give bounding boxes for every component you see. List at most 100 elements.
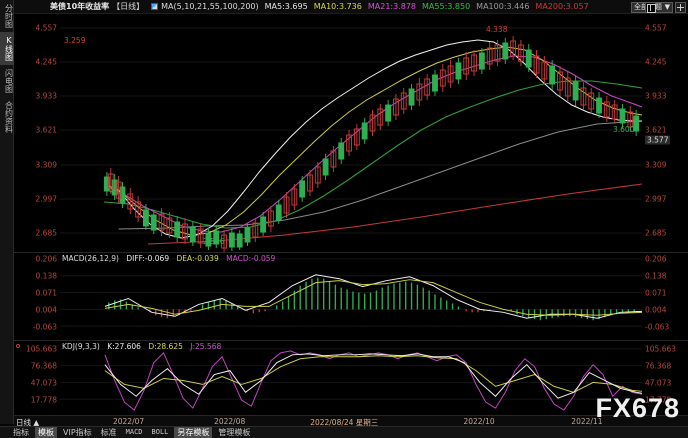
macd-tick-right: 0.004 (645, 305, 667, 315)
annotation-swing-low: 2.516 (203, 237, 225, 246)
price-tick-left: 2.685 (35, 228, 57, 238)
bottom-bar-item[interactable]: MACD (125, 428, 143, 436)
bottom-bar-item[interactable]: 管理模板 (218, 428, 251, 437)
ma10-value: MA10:3.736 (313, 1, 362, 11)
kdj-tick-right: 17.778 (645, 395, 672, 405)
price-current-tick: 3.577 (645, 135, 671, 145)
bottom-bar-item[interactable]: 指标 (13, 428, 29, 437)
kdj-title: KDJ(9,3,3) (62, 342, 100, 351)
ma-parameters-label: MA(5,10,21,55,100,200) (161, 1, 259, 11)
price-tick-right: 4.245 (645, 57, 667, 67)
bottom-bar-item[interactable]: 标准 (100, 428, 117, 437)
bottom-bar-item[interactable]: 模板 (35, 427, 57, 438)
kdj-pane[interactable]: 105.663 76.368 47.073 17.778 105.663 76.368 4… (14, 340, 688, 415)
sidebar-item-contract-info[interactable]: 合约资料 (4, 101, 14, 133)
pane-layout-3-icon[interactable] (645, 1, 656, 13)
kdj-axis-left: 105.663 76.368 47.073 17.778 (14, 341, 60, 415)
price-tick-right: 3.621 (645, 125, 667, 135)
kdj-plot-area[interactable] (60, 341, 642, 415)
chevron-down-icon: ▼ (664, 3, 670, 11)
time-axis-current-label: 2022/08/24 星期三 (310, 418, 379, 427)
price-tick-left: 3.309 (35, 160, 57, 170)
price-tick-right: 2.997 (645, 194, 667, 204)
chart-header-legend: 美债10年收益率 【日线】 MA(5,10,21,55,100,200) MA5… (14, 0, 688, 14)
price-tick-right: 3.309 (645, 160, 667, 170)
macd-tick-left: 0.004 (35, 305, 57, 315)
ma55-value: MA55:3.850 (422, 1, 471, 11)
annotation-last-close: 3.600 (613, 125, 635, 134)
price-chart-pane[interactable]: 4.557 4.245 3.933 3.621 3.309 2.997 2.685 4.55… (14, 14, 688, 252)
ma-indicator-icon[interactable] (151, 3, 159, 10)
macd-title: MACD(26,12,9) (62, 254, 119, 263)
macd-tick-right: 0.071 (645, 288, 667, 298)
macd-hist-value: MACD:-0.059 (226, 254, 276, 263)
timeframe-selector[interactable]: 日线 ▲ (16, 418, 40, 427)
price-tick-right: 3.933 (645, 91, 667, 101)
macd-tick-left: 0.071 (35, 288, 57, 298)
ma200-value: MA200:3.057 (535, 1, 589, 11)
time-axis-label: 2022/07 (112, 417, 145, 426)
macd-tick-left: 0.206 (35, 254, 57, 264)
bottom-bar-item[interactable]: 另存模板 (174, 427, 213, 438)
kdj-tick-right: 105.663 (645, 344, 677, 354)
kdj-legend: KDJ(9,3,3) K:27.606 D:28.625 J:25.568 (62, 342, 221, 351)
price-tick-right: 4.557 (645, 23, 667, 33)
left-tab-rail: 分时图 K线图 闪电图 合约资料 (0, 0, 14, 424)
kdj-tick-left: 17.778 (30, 395, 57, 405)
sidebar-item-timeshare[interactable]: 分时图 (4, 4, 14, 28)
ma21-value: MA21:3.878 (367, 1, 417, 11)
time-axis-label: 2022/10 (463, 417, 495, 426)
price-tick-left: 4.557 (35, 23, 57, 33)
kdj-tick-right: 76.368 (645, 361, 672, 371)
price-candlestick-svg (60, 27, 642, 252)
macd-tick-left: 0.138 (35, 271, 57, 281)
price-tick-left: 3.933 (35, 91, 57, 101)
kdj-d-value: D:28.625 (148, 342, 183, 351)
ma100-value: MA100:3.446 (476, 1, 530, 11)
bottom-bar-item[interactable]: VIP指标 (63, 428, 92, 437)
macd-svg (60, 258, 642, 327)
kdj-svg (60, 348, 642, 411)
kdj-settings-icon[interactable] (16, 344, 20, 348)
kdj-j-value: J:25.568 (190, 342, 222, 351)
macd-legend: MACD(26,12,9) DIFF:-0.069 DEA:-0.039 MAC… (62, 254, 275, 263)
kdj-tick-right: 47.073 (645, 378, 672, 388)
macd-pane[interactable]: 0.206 0.138 0.071 0.004 -0.063 0.206 0.138 0.0… (14, 252, 688, 340)
price-tick-left: 3.621 (35, 125, 57, 135)
macd-plot-area[interactable] (60, 253, 642, 340)
price-tick-right: 2.685 (645, 228, 667, 238)
macd-diff-value: DIFF:-0.069 (126, 254, 170, 263)
price-tick-left: 4.245 (35, 57, 57, 67)
symbol-name: 美债10年收益率 (50, 1, 110, 11)
macd-tick-right: 0.206 (645, 254, 667, 264)
kdj-tick-left: 76.368 (30, 361, 57, 371)
time-axis-label: 2022/11 (571, 417, 603, 426)
period-label: 【日线】 (112, 1, 145, 11)
ma5-value: MA5:3.695 (264, 1, 308, 11)
price-axis-right: 4.557 4.245 3.933 3.621 3.309 2.997 2.685 3.577 (642, 14, 688, 252)
macd-axis-left: 0.206 0.138 0.071 0.004 -0.063 (14, 253, 60, 340)
macd-dea-value: DEA:-0.039 (176, 254, 219, 263)
annotation-peak: 4.338 (486, 25, 508, 34)
annotation-swing-high: 3.259 (64, 36, 86, 45)
macd-axis-right: 0.206 0.138 0.071 0.004 -0.063 (642, 253, 688, 340)
price-tick-left: 2.997 (35, 194, 57, 204)
macd-tick-left: -0.063 (32, 322, 57, 332)
kdj-axis-right: 105.663 76.368 47.073 17.778 (642, 341, 688, 415)
time-axis-label: 2022/08 (214, 417, 246, 426)
sidebar-item-kline[interactable]: K线图 (0, 32, 14, 65)
kdj-tick-left: 105.663 (25, 344, 57, 354)
macd-tick-right: -0.063 (645, 322, 670, 332)
price-axis-left: 4.557 4.245 3.933 3.621 3.309 2.997 2.685 (14, 14, 60, 252)
kdj-tick-left: 47.073 (30, 378, 57, 388)
chart-toolbar: 全部主题 ▼ (631, 1, 686, 13)
price-plot-area[interactable]: 3.259 2.516 4.338 3.600 (60, 14, 642, 252)
time-axis[interactable]: 日线 ▲ 2022/07 2022/08 2022/08/24 星期三 2022/10… (14, 415, 688, 427)
kdj-k-value: K:27.606 (107, 342, 141, 351)
bottom-bar-item[interactable]: BOLL (151, 428, 169, 436)
grid-layout-icon[interactable] (675, 1, 686, 13)
macd-tick-right: 0.138 (645, 271, 667, 281)
sidebar-item-lightning[interactable]: 闪电图 (4, 69, 14, 93)
bottom-toolbar: 指标 模板 VIP指标 标准 MACD BOLL 另存模板 管理模板 (0, 426, 688, 438)
